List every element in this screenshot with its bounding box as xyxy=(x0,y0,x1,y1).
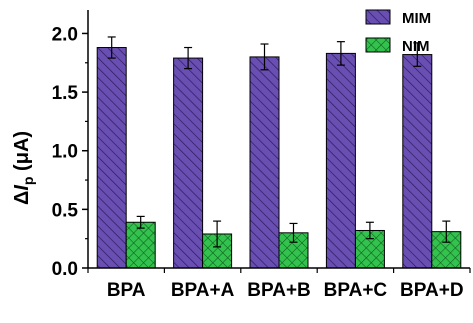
bar-mim-5 xyxy=(402,54,433,269)
error-bar-mim-4 xyxy=(336,41,345,66)
y-label-variable: I xyxy=(11,185,33,191)
bar-mim-1 xyxy=(96,47,127,269)
y-tick-label-3: 1.0 xyxy=(52,142,78,163)
y-axis-label: ΔIp (μA) xyxy=(11,131,36,205)
error-bar-nim-1 xyxy=(136,215,145,229)
y-label-subscript: p xyxy=(20,177,36,186)
error-bar-nim-5 xyxy=(442,220,451,243)
error-bar-nim-4 xyxy=(365,221,374,240)
bar-nim-5 xyxy=(431,231,462,269)
error-bar-nim-3 xyxy=(289,222,298,243)
y-tick-label-1: 0.0 xyxy=(52,259,78,280)
y-tick-label-5: 2.0 xyxy=(52,24,78,45)
bar-mim-3 xyxy=(249,56,280,269)
y-tick-label-4: 1.5 xyxy=(52,83,79,104)
error-bar-nim-2 xyxy=(213,220,222,248)
legend-label-nim: NIM xyxy=(402,38,430,55)
x-tick-label-4: BPA+C xyxy=(324,280,388,301)
y-label-unit: (μA) xyxy=(11,131,33,177)
error-bar-mim-1 xyxy=(107,36,116,59)
legend-label-mim: MIM xyxy=(402,10,431,27)
x-tick-label-5: BPA+D xyxy=(400,280,464,301)
error-bar-mim-2 xyxy=(184,46,193,70)
bar-mim-4 xyxy=(325,52,356,269)
x-tick-label-3: BPA+B xyxy=(247,280,311,301)
bar-mim-2 xyxy=(173,57,204,269)
y-tick-label-2: 0.5 xyxy=(52,200,79,221)
error-bar-mim-3 xyxy=(260,43,269,71)
legend: MIM NIM xyxy=(365,9,431,55)
x-tick-label-2: BPA+A xyxy=(171,280,235,301)
legend-swatch-nim xyxy=(365,37,391,53)
bar-nim-1 xyxy=(125,221,156,269)
legend-swatch-mim xyxy=(365,9,391,25)
error-bar-mim-5 xyxy=(413,42,422,67)
x-tick-label-1: BPA xyxy=(107,280,146,301)
y-label-delta: Δ xyxy=(11,191,33,205)
